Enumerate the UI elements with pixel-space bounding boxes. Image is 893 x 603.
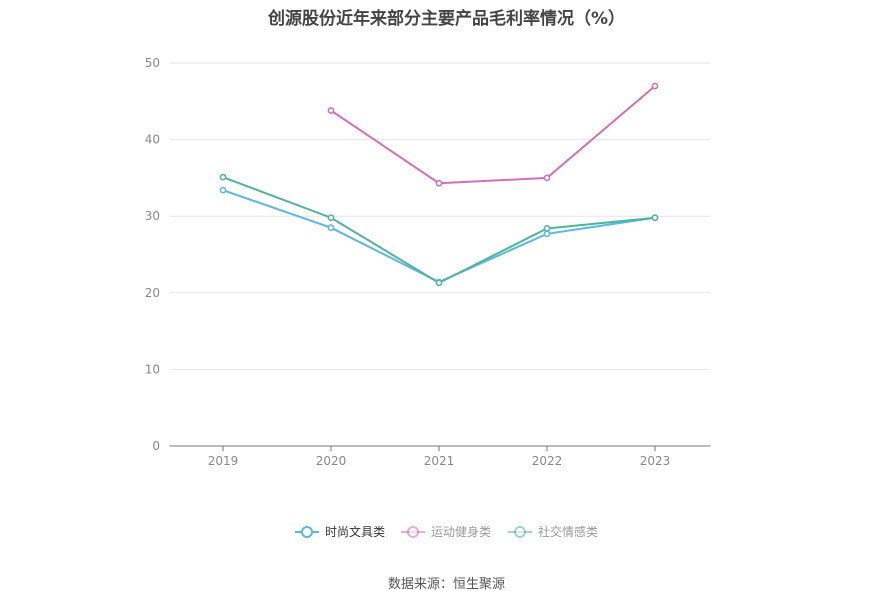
legend-swatch-marker xyxy=(514,526,526,538)
legend: 时尚文具类 运动健身类 社交情感类 xyxy=(295,524,598,539)
legend-item[interactable]: 时尚文具类 xyxy=(295,524,385,539)
data-source: 数据来源：恒生聚源 xyxy=(387,577,505,592)
y-tick-label: 50 xyxy=(145,56,160,70)
y-tick-label: 20 xyxy=(145,286,160,300)
y-tick-label: 40 xyxy=(145,133,160,147)
series-line xyxy=(222,176,656,284)
x-axis: 2019 2020 2021 2022 2023 xyxy=(170,445,710,468)
y-axis-ticks: 0 10 20 30 40 50 xyxy=(145,56,160,453)
x-tick-label: 2023 xyxy=(640,454,671,468)
series-line xyxy=(222,189,656,284)
data-point[interactable] xyxy=(219,173,227,181)
legend-label: 社交情感类 xyxy=(538,524,598,539)
data-point[interactable] xyxy=(219,186,227,194)
data-point[interactable] xyxy=(435,179,443,187)
legend-label: 运动健身类 xyxy=(431,524,491,539)
legend-swatch-marker xyxy=(301,526,313,538)
data-point[interactable] xyxy=(651,82,659,90)
data-point[interactable] xyxy=(327,214,335,222)
data-point[interactable] xyxy=(435,279,443,287)
legend-swatch-marker xyxy=(407,526,419,538)
series-points xyxy=(219,82,659,287)
legend-item[interactable]: 社交情感类 xyxy=(508,524,598,539)
data-point[interactable] xyxy=(327,224,335,232)
data-point[interactable] xyxy=(327,107,335,114)
series-line xyxy=(330,85,656,185)
legend-item[interactable]: 运动健身类 xyxy=(401,524,491,539)
data-point[interactable] xyxy=(543,174,551,182)
y-tick-label: 30 xyxy=(145,209,160,223)
y-tick-label: 10 xyxy=(145,362,160,376)
x-tick-label: 2022 xyxy=(532,454,563,468)
x-tick-label: 2020 xyxy=(316,454,347,468)
data-point[interactable] xyxy=(543,225,551,232)
chart-title: 创源股份近年来部分主要产品毛利率情况（%） xyxy=(267,9,626,29)
y-tick-label: 0 xyxy=(152,439,160,453)
data-point[interactable] xyxy=(543,230,551,238)
legend-label: 时尚文具类 xyxy=(325,524,385,539)
x-tick-label: 2021 xyxy=(424,454,455,468)
x-tick-label: 2019 xyxy=(208,454,239,468)
data-point[interactable] xyxy=(651,214,659,222)
grid-lines xyxy=(170,62,710,370)
